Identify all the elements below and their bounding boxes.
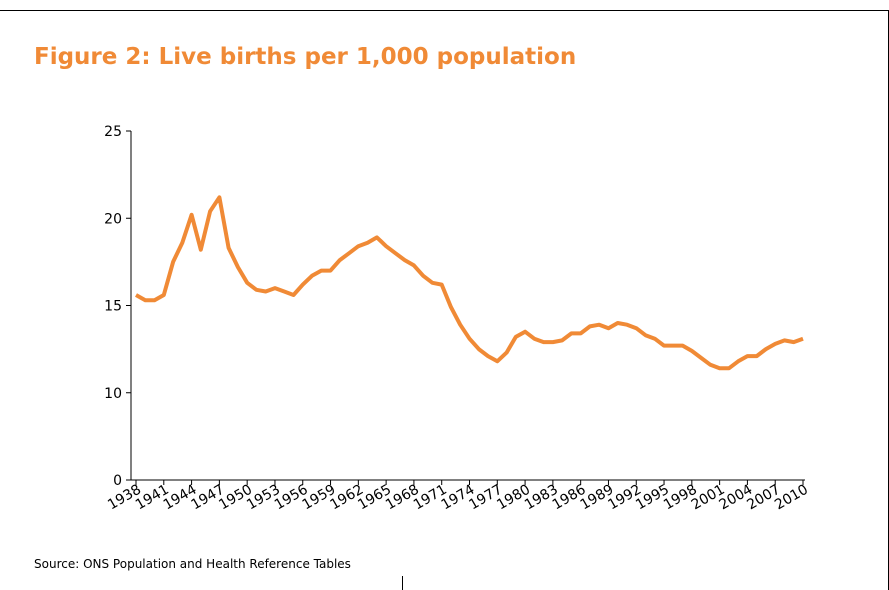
y-tick-label: 10 [104, 386, 122, 402]
chart-title: Figure 2: Live births per 1,000 populati… [34, 44, 576, 70]
y-tick-label: 0 [113, 473, 122, 489]
source-note: Source: ONS Population and Health Refere… [34, 557, 351, 571]
x-tick-label: 2010 [772, 482, 811, 514]
y-tick-label: 25 [104, 124, 122, 140]
y-tick-label: 15 [104, 299, 122, 315]
series-line [135, 195, 804, 371]
y-tick-label: 20 [104, 211, 122, 227]
